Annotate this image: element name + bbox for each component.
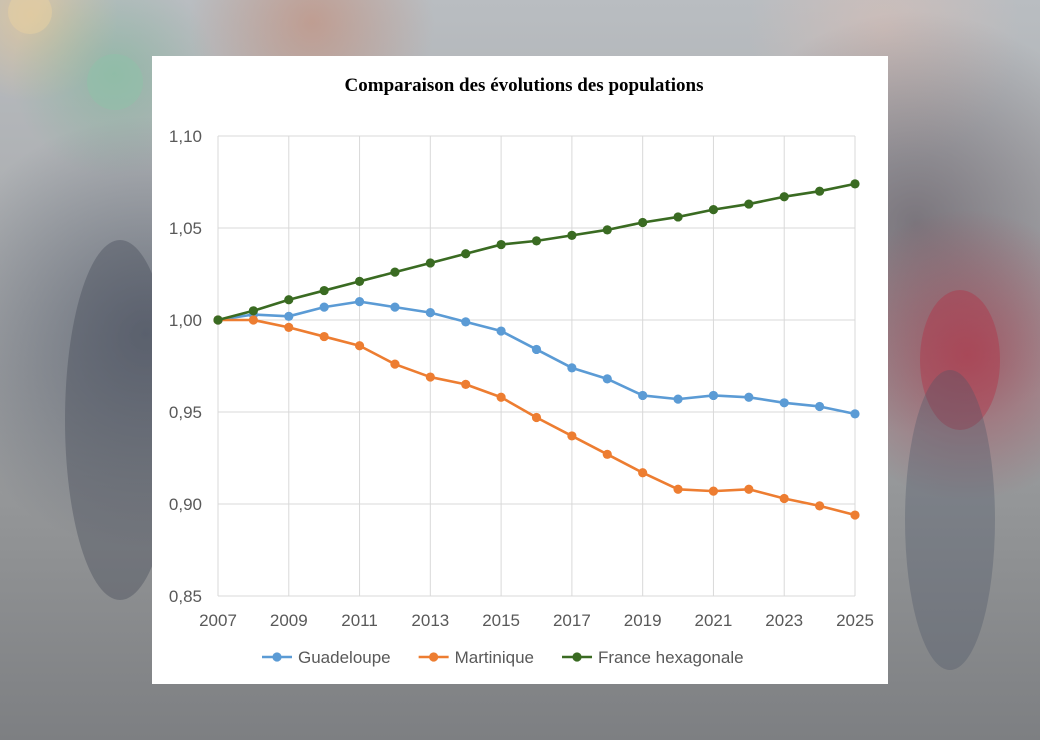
legend-label: Guadeloupe bbox=[298, 648, 391, 667]
x-tick-label: 2009 bbox=[270, 611, 308, 630]
data-point-france-hexagonale-2008 bbox=[248, 306, 258, 316]
data-point-guadeloupe-2024 bbox=[815, 401, 825, 412]
legend-label: France hexagonale bbox=[598, 648, 744, 667]
y-tick-label: 0,95 bbox=[169, 403, 202, 422]
data-point-france-hexagonale-2014 bbox=[461, 249, 471, 259]
data-point-france-hexagonale-2009 bbox=[284, 295, 294, 305]
data-point-martinique-2020 bbox=[673, 484, 683, 494]
y-tick-label: 0,90 bbox=[169, 495, 202, 514]
y-tick-label: 1,05 bbox=[169, 219, 202, 238]
data-point-france-hexagonale-2011 bbox=[354, 276, 365, 286]
data-point-guadeloupe-2012 bbox=[390, 302, 400, 312]
data-point-martinique-2015 bbox=[496, 392, 506, 402]
data-point-france-hexagonale-2019 bbox=[638, 217, 648, 228]
data-point-martinique-2013 bbox=[425, 372, 435, 382]
data-point-guadeloupe-2009 bbox=[284, 311, 294, 321]
data-point-france-hexagonale-2012 bbox=[390, 267, 400, 277]
data-point-france-hexagonale-2015 bbox=[496, 239, 506, 250]
data-point-france-hexagonale-2017 bbox=[567, 230, 577, 240]
data-point-france-hexagonale-2018 bbox=[602, 225, 612, 235]
y-tick-label: 0,85 bbox=[169, 587, 202, 606]
data-point-martinique-2022 bbox=[744, 484, 754, 494]
data-point-martinique-2023 bbox=[779, 493, 789, 504]
series-france-hexagonale bbox=[213, 179, 860, 325]
series-lines bbox=[213, 179, 860, 520]
y-axis-tick-labels: 0,85 0,90 0,95 1,00 1,05 1,10 bbox=[169, 127, 202, 606]
legend-swatch-marker bbox=[572, 652, 582, 662]
series-line-france-hexagonale bbox=[217, 182, 856, 322]
data-point-france-hexagonale-2024 bbox=[815, 186, 825, 196]
x-tick-label: 2017 bbox=[553, 611, 591, 630]
data-point-martinique-2024 bbox=[815, 501, 825, 511]
data-point-france-hexagonale-2013 bbox=[425, 258, 435, 268]
data-point-martinique-2014 bbox=[461, 379, 471, 389]
data-point-martinique-2021 bbox=[708, 486, 719, 496]
data-point-guadeloupe-2025 bbox=[850, 409, 860, 419]
data-point-martinique-2008 bbox=[248, 315, 258, 325]
x-tick-label: 2011 bbox=[341, 611, 378, 630]
chart-title: Comparaison des évolutions des populatio… bbox=[345, 75, 704, 96]
data-point-france-hexagonale-2020 bbox=[673, 212, 683, 222]
data-point-france-hexagonale-2022 bbox=[744, 199, 754, 209]
data-point-guadeloupe-2017 bbox=[567, 363, 577, 373]
population-line-chart: Comparaison des évolutions des populatio… bbox=[169, 75, 874, 667]
data-point-martinique-2010 bbox=[319, 331, 329, 342]
x-tick-label: 2021 bbox=[695, 611, 733, 630]
x-axis-tick-labels: 2007 2009 2011 2013 2015 2017 2019 2021 2023 2025 bbox=[199, 611, 874, 630]
legend-item-france-hexagonale: France hexagonale bbox=[562, 648, 744, 667]
data-point-guadeloupe-2013 bbox=[425, 308, 435, 318]
data-point-martinique-2012 bbox=[390, 359, 400, 369]
x-tick-label: 2007 bbox=[199, 611, 237, 630]
data-point-france-hexagonale-2007 bbox=[213, 315, 223, 325]
data-point-martinique-2025 bbox=[850, 510, 860, 520]
data-point-martinique-2011 bbox=[354, 341, 365, 351]
data-point-guadeloupe-2018 bbox=[602, 374, 612, 384]
y-tick-label: 1,00 bbox=[169, 311, 202, 330]
data-point-guadeloupe-2023 bbox=[779, 398, 789, 408]
x-tick-label: 2015 bbox=[482, 611, 520, 630]
legend-swatch-marker bbox=[429, 652, 439, 662]
data-point-martinique-2009 bbox=[284, 322, 294, 332]
data-point-martinique-2017 bbox=[567, 431, 577, 441]
gridlines bbox=[217, 135, 856, 597]
data-point-guadeloupe-2014 bbox=[461, 317, 471, 327]
data-point-guadeloupe-2015 bbox=[496, 326, 506, 336]
data-point-martinique-2019 bbox=[638, 468, 648, 478]
legend-item-guadeloupe: Guadeloupe bbox=[262, 648, 391, 667]
series-guadeloupe bbox=[213, 297, 860, 419]
series-line-guadeloupe bbox=[217, 300, 856, 416]
chart-panel: Comparaison des évolutions des populatio… bbox=[152, 56, 888, 684]
x-tick-label: 2025 bbox=[836, 611, 874, 630]
data-point-guadeloupe-2019 bbox=[638, 390, 648, 401]
x-tick-label: 2023 bbox=[765, 611, 803, 630]
data-point-france-hexagonale-2010 bbox=[319, 285, 329, 296]
data-point-guadeloupe-2022 bbox=[744, 392, 754, 402]
data-point-france-hexagonale-2016 bbox=[531, 236, 542, 246]
legend-item-martinique: Martinique bbox=[418, 648, 534, 667]
data-point-france-hexagonale-2021 bbox=[708, 205, 719, 215]
legend-swatch-marker bbox=[272, 652, 282, 662]
x-tick-label: 2019 bbox=[624, 611, 662, 630]
data-point-guadeloupe-2010 bbox=[319, 302, 329, 312]
data-point-guadeloupe-2020 bbox=[673, 394, 683, 404]
data-point-guadeloupe-2021 bbox=[708, 390, 719, 401]
legend: Guadeloupe Martinique France hexagonale bbox=[262, 648, 744, 667]
x-tick-label: 2013 bbox=[411, 611, 449, 630]
data-point-martinique-2018 bbox=[602, 449, 612, 459]
data-point-guadeloupe-2011 bbox=[354, 297, 365, 307]
data-point-guadeloupe-2016 bbox=[531, 344, 542, 355]
y-tick-label: 1,10 bbox=[169, 127, 202, 146]
data-point-france-hexagonale-2023 bbox=[779, 192, 789, 202]
data-point-martinique-2016 bbox=[531, 412, 542, 423]
legend-label: Martinique bbox=[455, 648, 534, 667]
data-point-france-hexagonale-2025 bbox=[850, 179, 860, 189]
